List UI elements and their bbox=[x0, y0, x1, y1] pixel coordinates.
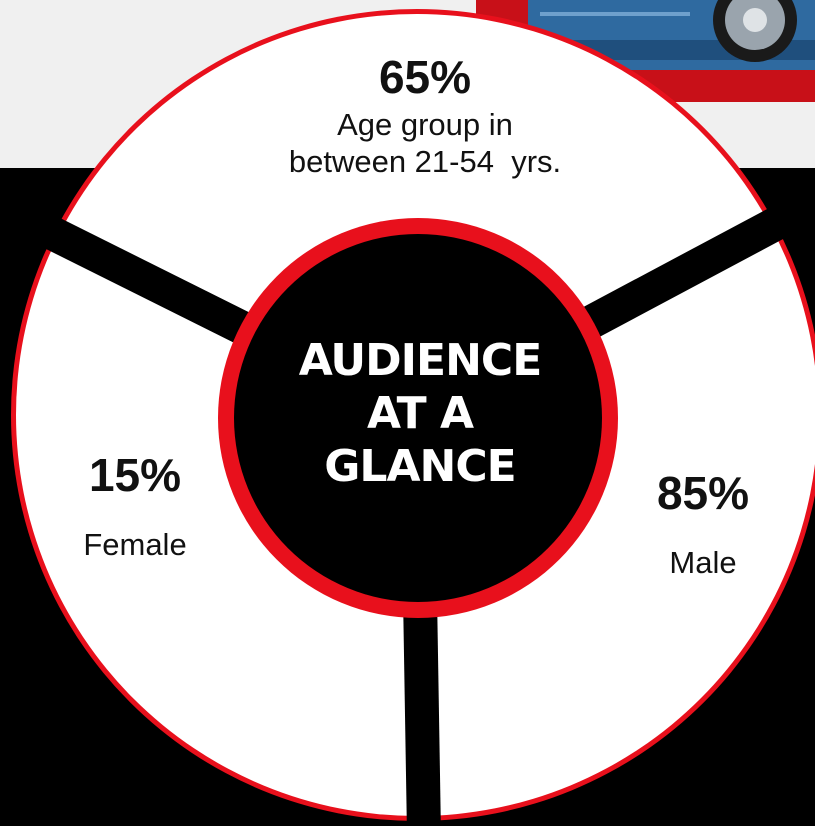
center-hub bbox=[234, 234, 602, 602]
male-label: Male bbox=[669, 545, 737, 580]
age-percent: 65% bbox=[378, 51, 472, 103]
female-percent: 15% bbox=[88, 449, 182, 501]
male-segment: 85% Male bbox=[608, 470, 798, 581]
center-title: AUDIENCE AT A GLANCE bbox=[298, 335, 543, 493]
age-segment: 65% Age group in between 21-54 yrs. bbox=[195, 54, 655, 180]
age-label-line1: Age group in bbox=[337, 107, 513, 142]
female-label: Female bbox=[83, 527, 187, 562]
female-segment: 15% Female bbox=[40, 452, 230, 563]
male-percent: 85% bbox=[656, 467, 750, 519]
age-label-line2: between 21-54 yrs. bbox=[288, 144, 562, 180]
